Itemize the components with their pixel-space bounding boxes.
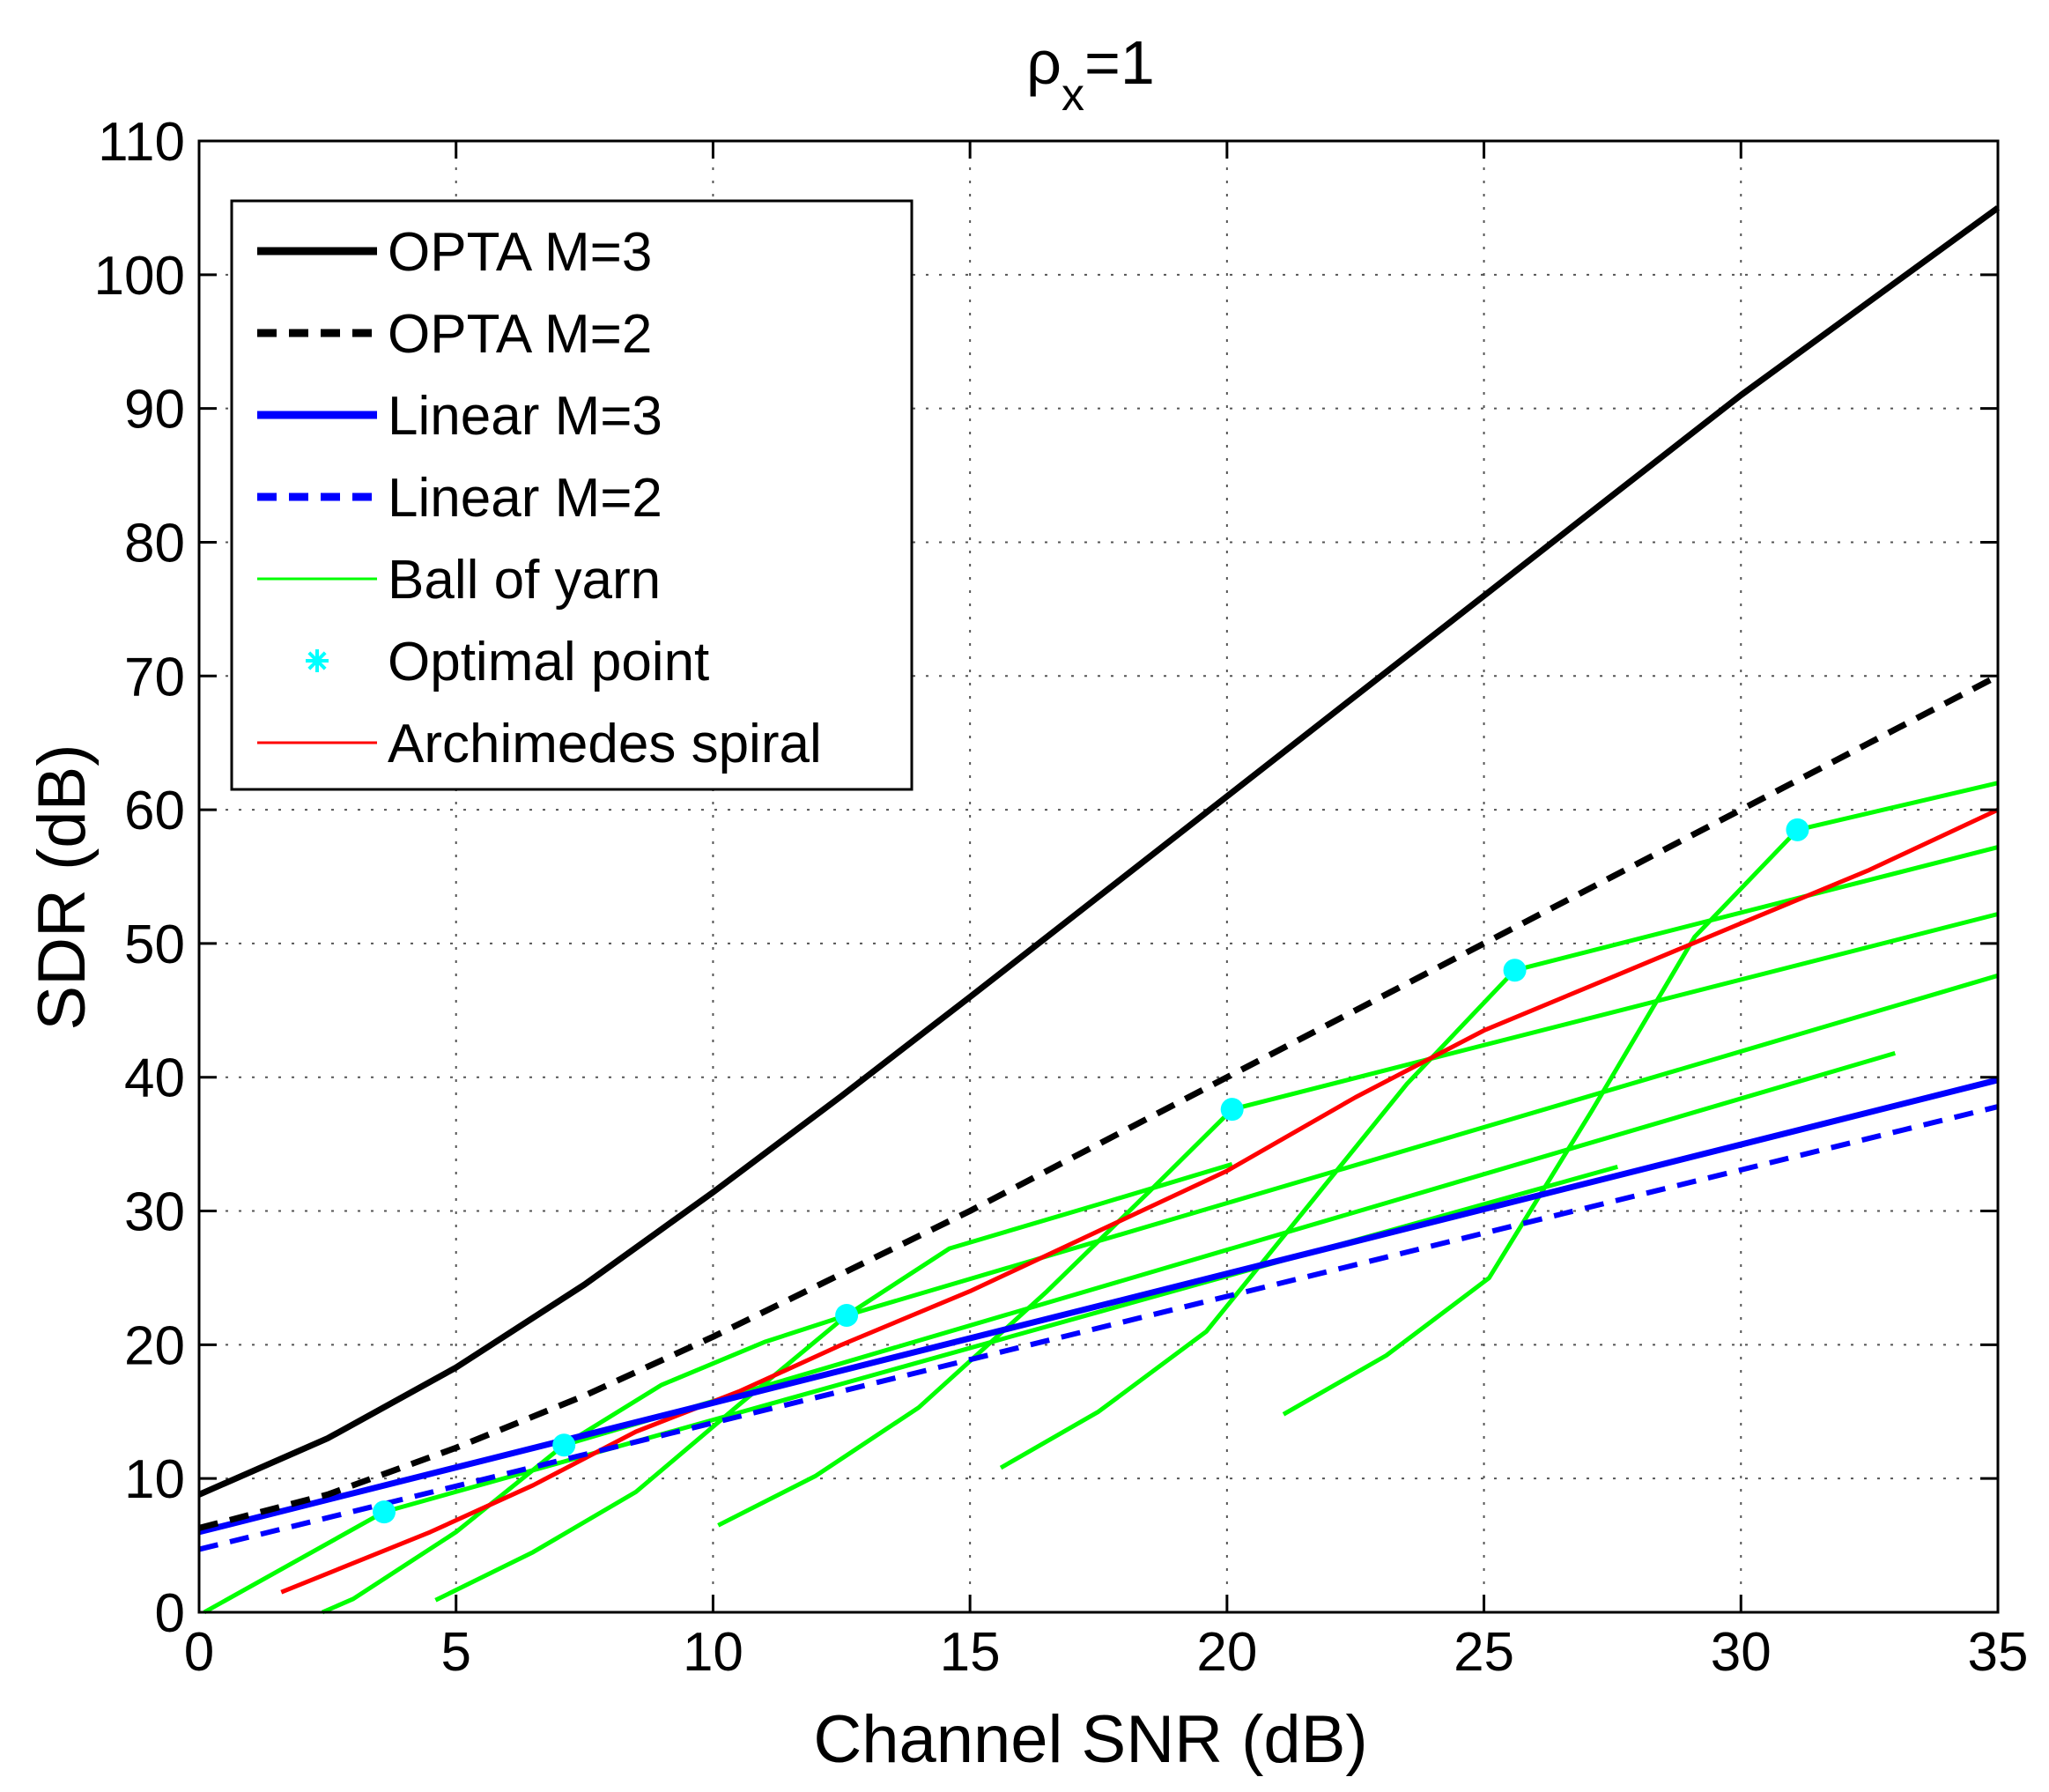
x-tick-label: 25 [1454,1622,1514,1683]
series-ball-of-yarn-up-4 [1232,912,1999,1112]
x-tick-label: 15 [940,1622,1001,1683]
y-tick-label: 90 [124,380,185,441]
series-linear-m-3 [198,1077,1999,1536]
y-tick-label: 70 [124,647,185,707]
legend-label: OPTA M=3 [388,222,652,283]
series-ball-of-yarn-down-1 [203,1509,386,1615]
optimal-points-layer [373,818,1809,1524]
x-tick-label: 0 [184,1622,214,1683]
x-tick-label: 35 [1968,1622,2029,1683]
x-tick-label: 30 [1711,1622,1772,1683]
series-ball-of-yarn-down-4 [717,1107,1234,1528]
title-subscript: x [1061,70,1084,121]
optimal-point [1503,959,1527,982]
optimal-point [373,1500,396,1524]
optimal-point [1786,818,1809,841]
axis-ticks: 0 5 10 15 20 25 30 35 0 10 20 30 40 50 60 70 80 90 100 110 [94,112,2029,1683]
series-opta-m-3 [197,205,2001,1498]
x-axis-label: Channel SNR (dB) [813,1702,1367,1777]
y-tick-label: 100 [94,246,185,307]
y-tick-label: 0 [155,1583,185,1644]
legend-label: Linear M=2 [388,468,662,529]
y-tick-label: 30 [124,1182,185,1243]
title-suffix: =1 [1084,28,1155,97]
optimal-point [1220,1098,1244,1122]
chart-title: ρx=1 [1026,28,1155,121]
series-ball-of-yarn-up-6 [1796,781,1999,833]
optimal-point [552,1433,576,1457]
series-ball-of-yarn-down-5 [999,968,1517,1470]
series-archimedes-spiral [280,807,2000,1595]
y-tick-label: 60 [124,781,185,841]
series-ball-of-yarn-up-2 [563,1051,1897,1448]
series-layer [197,205,2001,1615]
legend-label: Optimal point [388,632,709,692]
y-tick-label: 20 [124,1315,185,1376]
grid [199,141,1998,1612]
legend-label: Archimedes spiral [388,714,822,774]
legend-label: OPTA M=2 [388,304,652,365]
x-tick-label: 20 [1196,1622,1257,1683]
y-tick-label: 110 [98,112,185,173]
optimal-point [835,1303,859,1327]
x-tick-label: 5 [440,1622,470,1683]
y-tick-label: 10 [124,1449,185,1510]
legend-marker-optimal-point [306,649,329,672]
series-linear-m-2 [198,1104,1999,1552]
y-tick-label: 50 [124,915,185,975]
series-opta-m-2 [198,673,2000,1531]
y-tick-label: 40 [124,1048,185,1109]
x-tick-label: 10 [683,1622,743,1683]
legend-box [230,199,914,791]
series-ball-of-yarn-up-5 [1513,845,1999,973]
legend-label: Ball of yarn [388,550,661,611]
y-axis-label: SDR (dB) [25,744,100,1030]
plot-frame [197,139,2000,1614]
legend-label: Linear M=3 [388,386,662,447]
series-ball-of-yarn-down-2 [322,1443,566,1615]
title-main: ρ [1026,28,1061,97]
legend: OPTA M=3 OPTA M=2 Linear M=3 Linear M=2 Ball… [230,199,914,791]
y-tick-label: 80 [124,513,185,574]
